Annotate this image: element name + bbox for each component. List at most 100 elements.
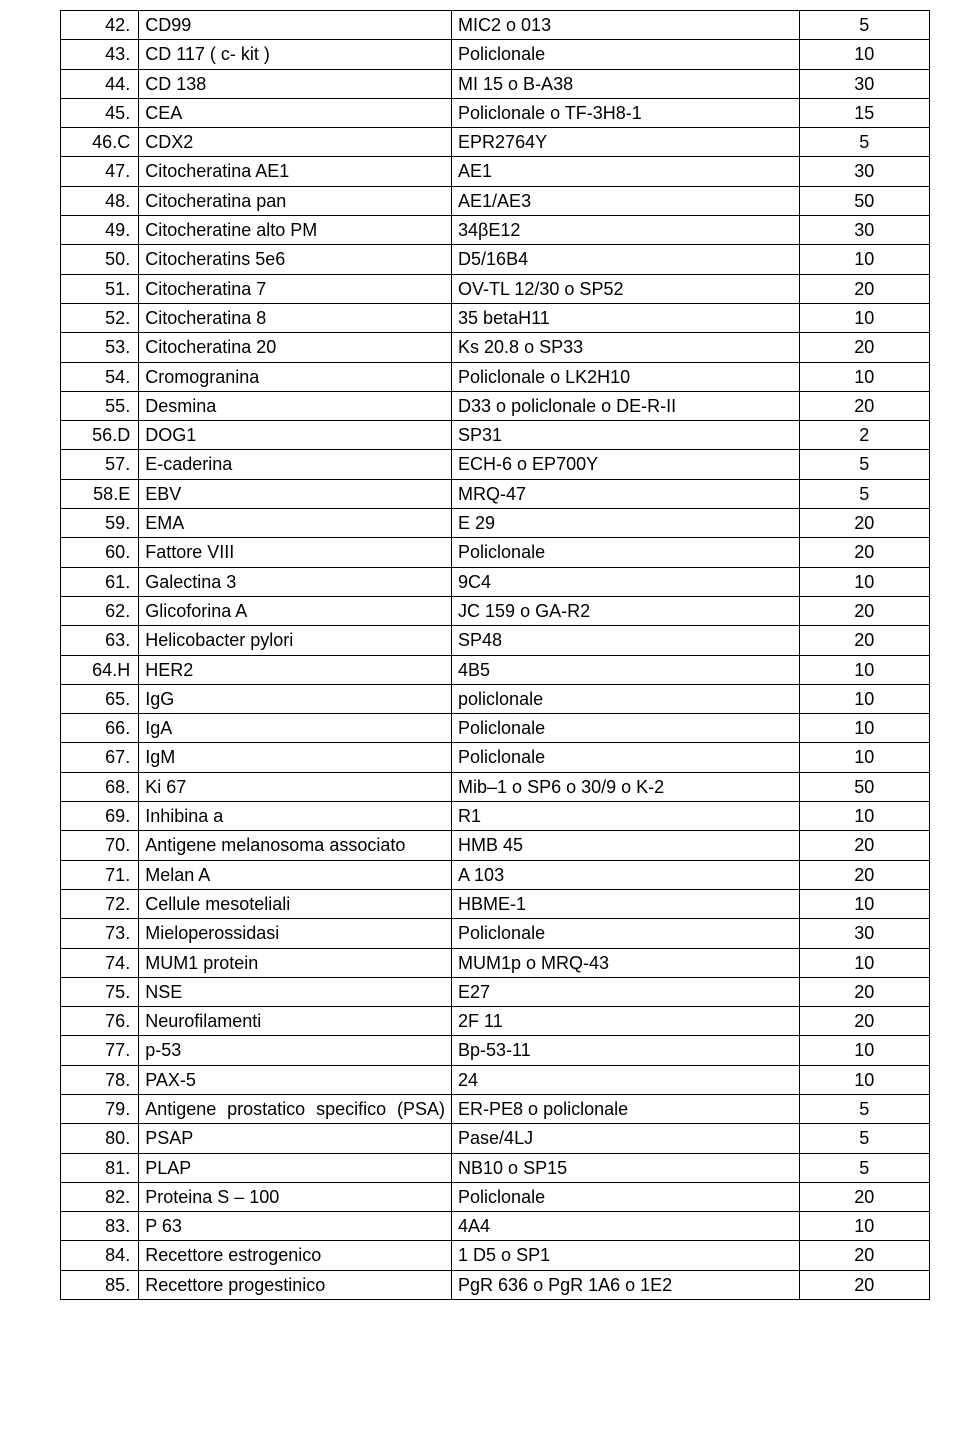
clone-code: 4B5 [452,655,800,684]
antigen-name: PSAP [139,1124,452,1153]
clone-code: Policlonale [452,743,800,772]
antigen-name: Cromogranina [139,362,452,391]
quantity: 20 [799,860,929,889]
antigen-name: Citocheratina pan [139,186,452,215]
clone-code: Policlonale [452,919,800,948]
row-number: 65. [61,684,139,713]
antigen-name: PLAP [139,1153,452,1182]
row-number: 67. [61,743,139,772]
antigen-name: Citocheratins 5e6 [139,245,452,274]
row-number: 43. [61,40,139,69]
antigen-name: Mieloperossidasi [139,919,452,948]
row-number: 84. [61,1241,139,1270]
clone-code: AE1/AE3 [452,186,800,215]
table-row: 70.Antigene melanosoma associatoHMB 4520 [61,831,930,860]
clone-code: AE1 [452,157,800,186]
clone-code: SP48 [452,626,800,655]
quantity: 20 [799,626,929,655]
clone-code: MI 15 o B-A38 [452,69,800,98]
clone-code: HBME-1 [452,889,800,918]
row-number: 54. [61,362,139,391]
row-number: 79. [61,1094,139,1123]
clone-code: Bp-53-11 [452,1036,800,1065]
table-row: 53.Citocheratina 20Ks 20.8 o SP3320 [61,333,930,362]
antigen-name: Melan A [139,860,452,889]
antigen-name: Fattore VIII [139,538,452,567]
table-row: 60.Fattore VIIIPoliclonale20 [61,538,930,567]
row-number: 52. [61,303,139,332]
table-row: 78.PAX-52410 [61,1065,930,1094]
table-row: 59.EMAE 2920 [61,509,930,538]
quantity: 15 [799,98,929,127]
row-number: 46.C [61,128,139,157]
table-row: 85.Recettore progestinicoPgR 636 o PgR 1… [61,1270,930,1299]
row-number: 51. [61,274,139,303]
row-number: 82. [61,1182,139,1211]
antigen-name: Citocheratina 20 [139,333,452,362]
clone-code: Pase/4LJ [452,1124,800,1153]
table-row: 58.EEBVMRQ-475 [61,479,930,508]
clone-code: 9C4 [452,567,800,596]
quantity: 10 [799,743,929,772]
clone-code: MRQ-47 [452,479,800,508]
quantity: 10 [799,567,929,596]
clone-code: EPR2764Y [452,128,800,157]
row-number: 80. [61,1124,139,1153]
quantity: 50 [799,772,929,801]
row-number: 53. [61,333,139,362]
clone-code: NB10 o SP15 [452,1153,800,1182]
clone-code: 2F 11 [452,1007,800,1036]
row-number: 44. [61,69,139,98]
antigen-name: Cellule mesoteliali [139,889,452,918]
table-row: 46.CCDX2EPR2764Y5 [61,128,930,157]
row-number: 62. [61,596,139,625]
row-number: 78. [61,1065,139,1094]
antigen-name: Inhibina a [139,802,452,831]
quantity: 20 [799,596,929,625]
quantity: 20 [799,977,929,1006]
quantity: 10 [799,1036,929,1065]
row-number: 71. [61,860,139,889]
clone-code: A 103 [452,860,800,889]
row-number: 77. [61,1036,139,1065]
antigen-name: IgA [139,714,452,743]
table-row: 47.Citocheratina AE1AE130 [61,157,930,186]
quantity: 10 [799,889,929,918]
clone-code: E27 [452,977,800,1006]
table-row: 49.Citocheratine alto PM34βE1230 [61,216,930,245]
antigen-name: Citocheratine alto PM [139,216,452,245]
antigen-name: Neurofilamenti [139,1007,452,1036]
quantity: 20 [799,1007,929,1036]
clone-code: MUM1p o MRQ-43 [452,948,800,977]
row-number: 64.H [61,655,139,684]
quantity: 10 [799,655,929,684]
quantity: 10 [799,948,929,977]
clone-code: MIC2 o 013 [452,11,800,40]
clone-code: 35 betaH11 [452,303,800,332]
quantity: 5 [799,128,929,157]
antigen-name: Proteina S – 100 [139,1182,452,1211]
table-row: 75.NSEE2720 [61,977,930,1006]
antigen-name: NSE [139,977,452,1006]
row-number: 61. [61,567,139,596]
row-number: 66. [61,714,139,743]
quantity: 10 [799,40,929,69]
quantity: 5 [799,1094,929,1123]
antigen-name: CDX2 [139,128,452,157]
antigen-name: DOG1 [139,421,452,450]
clone-code: Policlonale o TF-3H8-1 [452,98,800,127]
antigen-name: p-53 [139,1036,452,1065]
row-number: 63. [61,626,139,655]
quantity: 5 [799,1153,929,1182]
row-number: 47. [61,157,139,186]
quantity: 10 [799,362,929,391]
quantity: 10 [799,1212,929,1241]
table-row: 51.Citocheratina 7OV-TL 12/30 o SP5220 [61,274,930,303]
table-row: 63.Helicobacter pyloriSP4820 [61,626,930,655]
table-row: 62.Glicoforina AJC 159 o GA-R220 [61,596,930,625]
table-row: 84.Recettore estrogenico1 D5 o SP120 [61,1241,930,1270]
table-row: 57.E-caderinaECH-6 o EP700Y5 [61,450,930,479]
table-row: 74.MUM1 proteinMUM1p o MRQ-4310 [61,948,930,977]
antigen-name: Ki 67 [139,772,452,801]
table-row: 50.Citocheratins 5e6D5/16B410 [61,245,930,274]
